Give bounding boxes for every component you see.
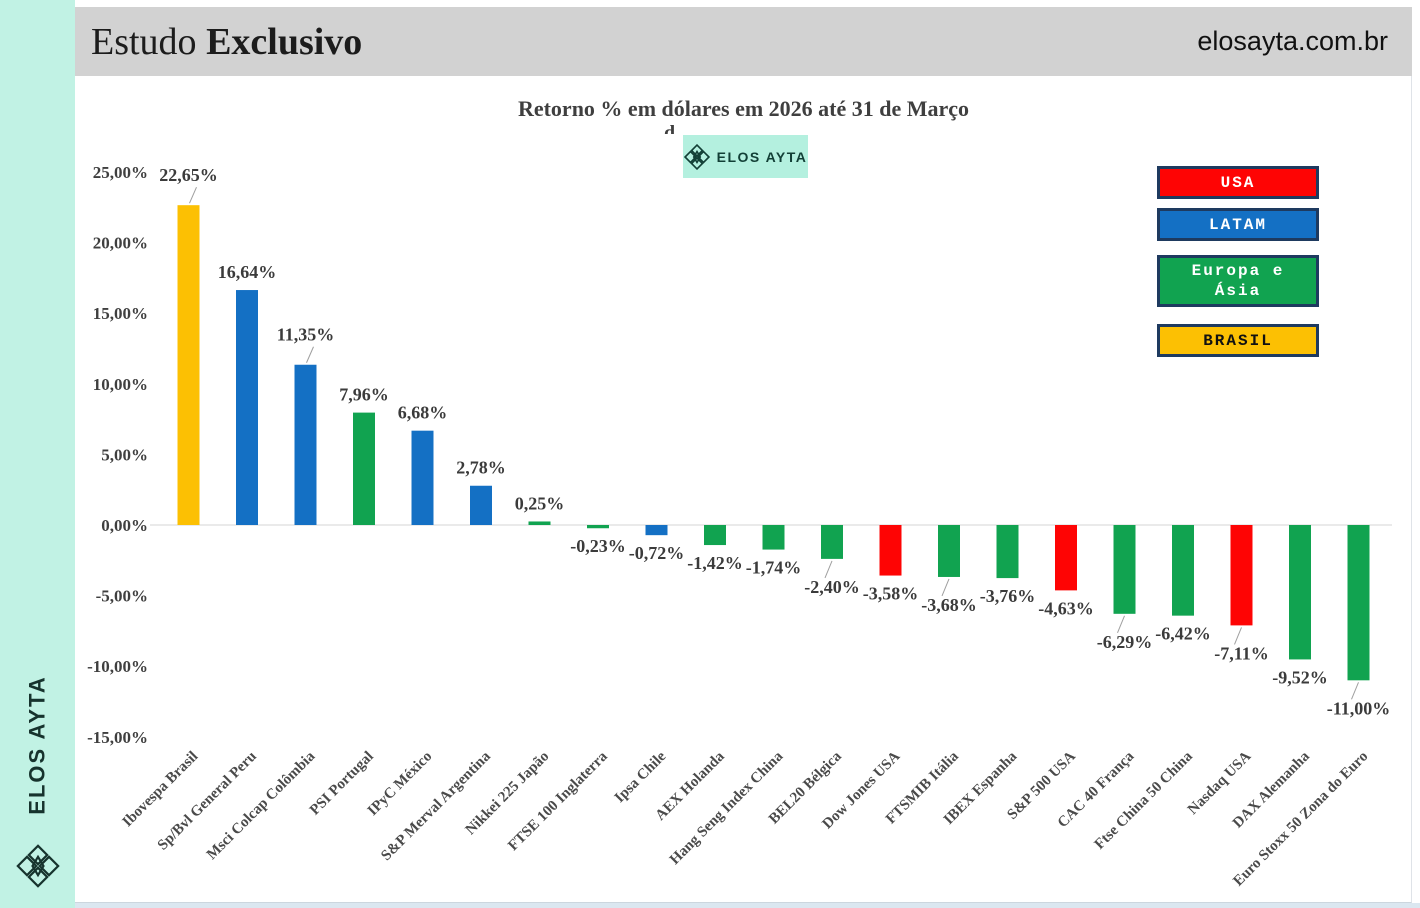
bar-value-label: 7,96% (339, 385, 389, 405)
bar-17 (1172, 525, 1194, 616)
bar-value-label: -2,40% (804, 577, 860, 597)
bar-4 (411, 430, 434, 525)
sidebar-brand-text: ELOS AYTA (24, 675, 50, 815)
bar-value-label: -1,42% (687, 553, 743, 573)
bar-value-label: -1,74% (746, 558, 802, 578)
bar-value-label: 16,64% (218, 262, 277, 282)
legend-item-europa_asia: Europa e Ásia (1157, 255, 1319, 307)
bar-8 (645, 525, 668, 536)
bar-18 (1230, 525, 1253, 626)
chart-title-line2-partial: d (664, 122, 676, 134)
y-axis-tick-label: 25,00% (93, 163, 148, 182)
elos-ayta-weave-logo-icon (683, 143, 710, 170)
header: Estudo Exclusivo elosayta.com.br (75, 7, 1412, 76)
x-axis-category-label: Sp/Bvl General Peru (155, 749, 260, 854)
bar-value-label: -3,58% (863, 584, 919, 604)
bar-1 (236, 290, 258, 525)
bar-value-label: -3,76% (980, 586, 1036, 606)
bar-3 (353, 412, 375, 525)
bar-value-label: 11,35% (277, 325, 335, 345)
chart-title: Retorno % em dólares em 2026 até 31 de M… (517, 96, 970, 121)
x-axis-category-label: FTSE 100 Inglaterra (505, 748, 611, 854)
bar-10 (762, 525, 785, 550)
bar-value-label: -0,72% (629, 543, 685, 563)
bar-20 (1347, 525, 1370, 681)
page-title-bold: Exclusivo (206, 20, 363, 63)
website-url: elosayta.com.br (1197, 26, 1388, 56)
x-axis-category-label: S&P Merval Argentina (378, 748, 494, 864)
x-axis-category-label: Ftse China 50 China (1092, 748, 1196, 852)
leader-line (824, 560, 833, 579)
legend: USA LATAM Europa e Ásia BRASIL (1157, 166, 1319, 357)
bar-12 (879, 525, 902, 576)
y-axis-tick-label: 10,00% (93, 375, 148, 394)
leader-line (1117, 615, 1125, 634)
y-axis-tick-label: -5,00% (96, 587, 148, 606)
sidebar: ELOS AYTA (0, 0, 75, 908)
bar-11 (821, 525, 843, 559)
bar-14 (996, 525, 1019, 579)
legend-item-latam: LATAM (1157, 208, 1319, 241)
y-axis-tick-label: 5,00% (101, 445, 148, 464)
leader-line (189, 186, 197, 204)
leader-line (306, 346, 314, 363)
bar-5 (470, 485, 492, 525)
bar-7 (587, 525, 609, 529)
bar-15 (1055, 525, 1077, 591)
y-axis-tick-label: -15,00% (87, 728, 148, 747)
bar-value-label: 2,78% (456, 458, 506, 478)
page-title-regular: Estudo (91, 20, 207, 63)
bar-19 (1289, 525, 1311, 660)
bar-9 (704, 525, 726, 546)
bar-value-label: 0,25% (515, 493, 565, 513)
bar-value-label: -3,68% (921, 595, 977, 615)
y-axis-tick-label: 15,00% (93, 304, 148, 323)
y-axis-tick-label: 0,00% (101, 516, 148, 535)
x-axis-category-label: Msci Colcap Colômbia (204, 748, 319, 863)
elos-ayta-weave-logo-icon (16, 844, 60, 888)
bar-value-label: -11,00% (1327, 698, 1391, 718)
bar-6 (528, 521, 551, 525)
bar-value-label: -6,42% (1155, 624, 1211, 644)
bar-value-label: 22,65% (159, 165, 218, 185)
legend-item-brasil: BRASIL (1157, 324, 1319, 357)
bar-value-label: -7,11% (1214, 643, 1269, 663)
bar-value-label: -4,63% (1038, 598, 1094, 618)
x-axis-category-label: Hang Seng Index China (667, 748, 787, 868)
leader-line (1351, 682, 1359, 700)
bar-value-label: -0,23% (570, 536, 626, 556)
leader-line (941, 578, 950, 597)
bar-16 (1113, 525, 1136, 614)
y-axis-tick-label: 20,00% (93, 234, 148, 253)
bar-value-label: 6,68% (398, 403, 448, 423)
bar-value-label: -6,29% (1097, 632, 1153, 652)
x-axis-category-label: Ipsa Chile (612, 748, 670, 806)
bar-13 (938, 525, 960, 577)
bar-2 (294, 364, 317, 525)
page-title: Estudo Exclusivo (91, 20, 362, 64)
bottom-edge-strip (75, 903, 1420, 908)
sidebar-brand-wrap: ELOS AYTA (0, 645, 75, 845)
y-axis-tick-label: -10,00% (87, 657, 148, 676)
watermark-badge: ELOS AYTA (683, 135, 808, 178)
bar-0 (177, 205, 200, 525)
bar-value-label: -9,52% (1272, 667, 1328, 687)
watermark-text: ELOS AYTA (716, 148, 808, 165)
legend-item-usa: USA (1157, 166, 1319, 199)
leader-line (1234, 627, 1242, 645)
